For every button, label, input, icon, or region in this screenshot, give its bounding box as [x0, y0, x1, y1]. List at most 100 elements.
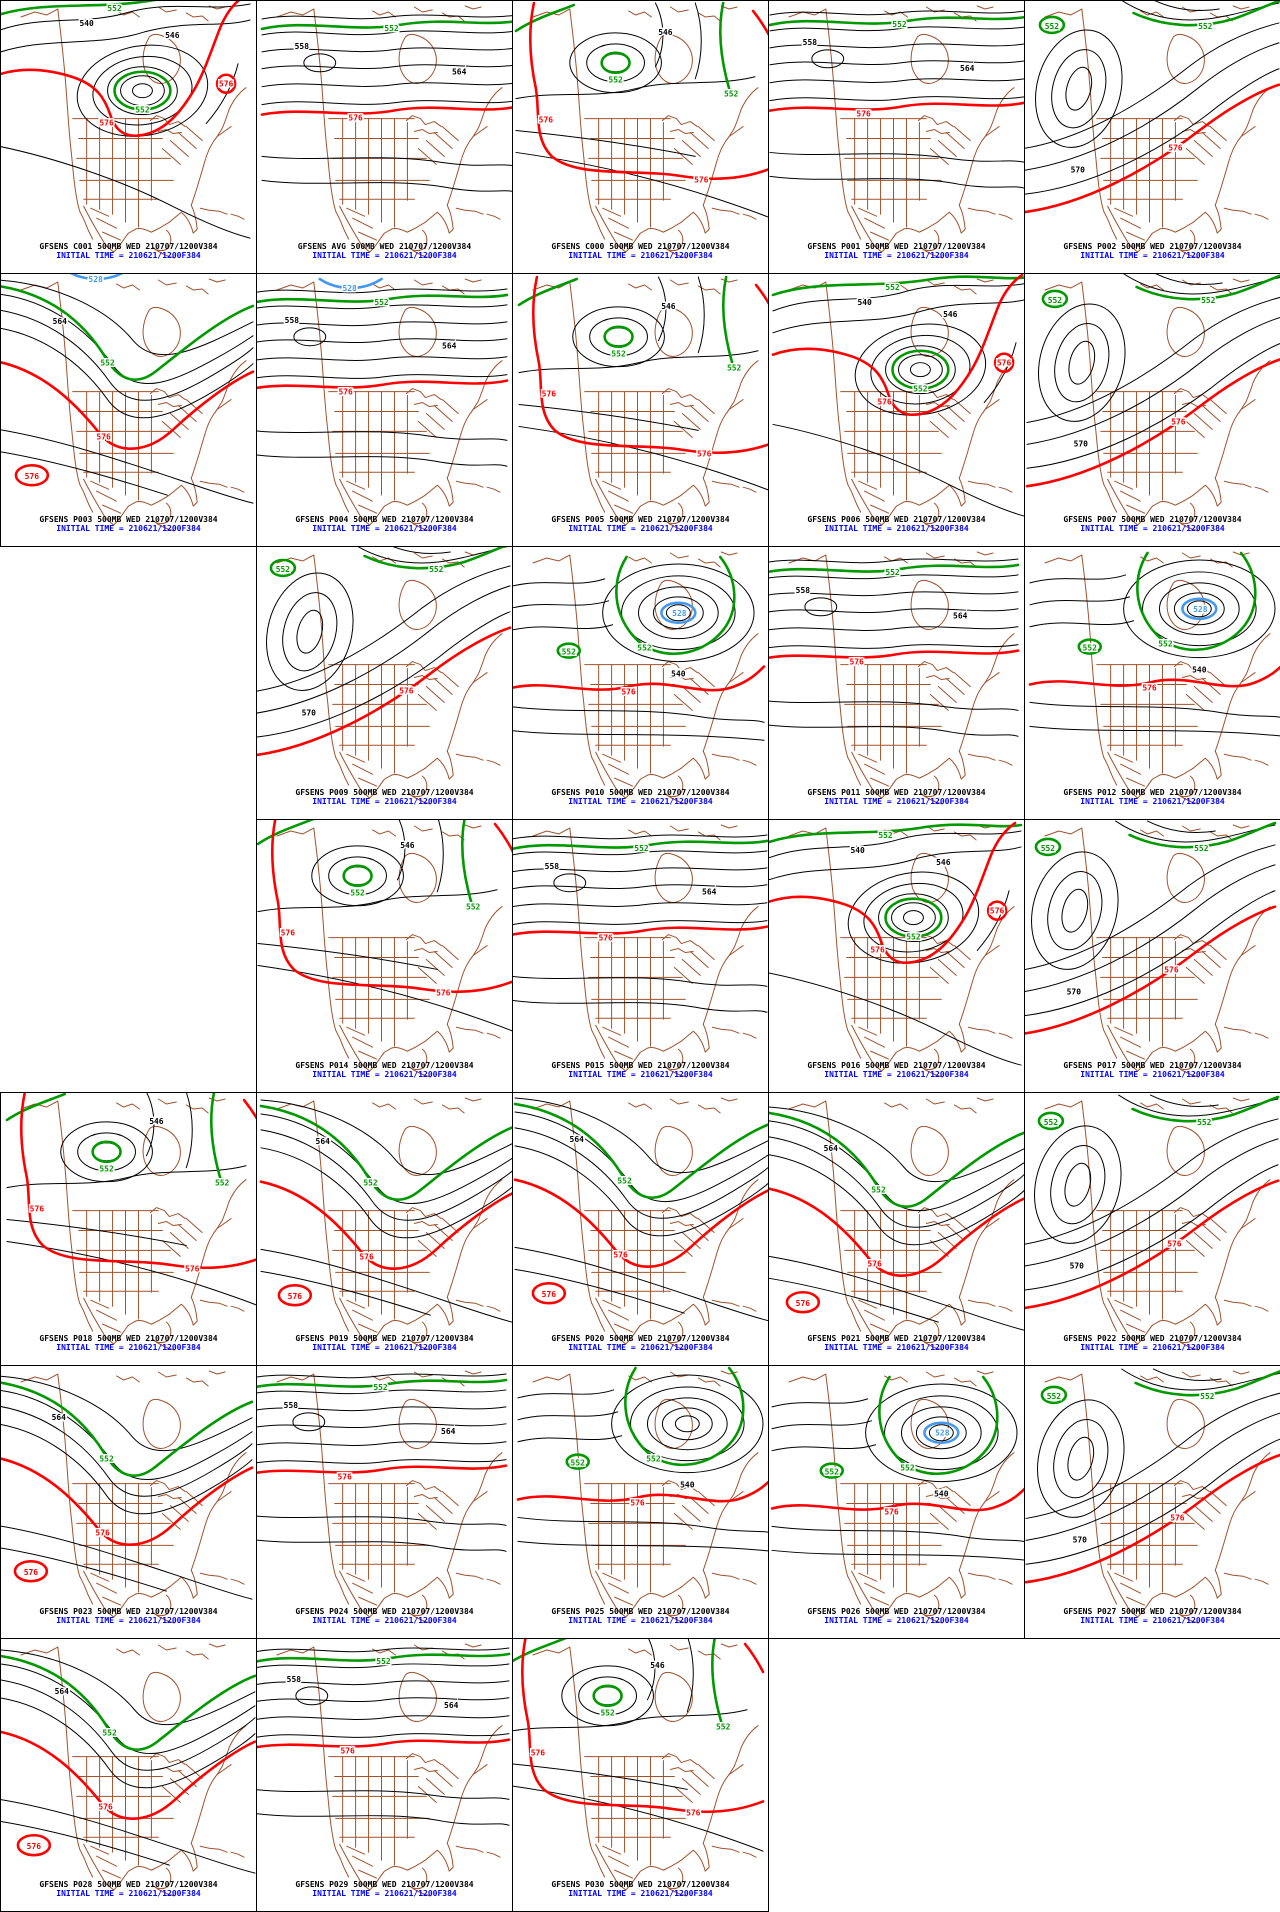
- panel-initial-time: INITIAL TIME = 210621/1200F384: [56, 1889, 201, 1898]
- panel-title: GFSENS P015 500MB WED 210707/1200V384: [551, 1061, 730, 1070]
- map-p023: 552 576 576 564: [1, 1370, 254, 1624]
- svg-text:552: 552: [1044, 1118, 1059, 1127]
- svg-text:564: 564: [452, 68, 467, 77]
- map-p025: 552 552 576 540: [516, 1366, 768, 1624]
- svg-text:576: 576: [539, 116, 554, 125]
- panel-c001: 552 552 576 576 540 546 GFSENS C001 500M…: [0, 0, 257, 274]
- panel-title: GFSENS P004 500MB WED 210707/1200V384: [295, 515, 474, 524]
- svg-text:576: 576: [877, 398, 892, 407]
- map-p004: 552 576 558 564 528: [257, 277, 509, 532]
- svg-text:564: 564: [53, 317, 68, 326]
- svg-text:540: 540: [1192, 666, 1207, 675]
- map-p024: 552 576 558 564: [257, 1370, 508, 1624]
- svg-text:570: 570: [1067, 987, 1082, 996]
- panel-initial-time: INITIAL TIME = 210621/1200F384: [568, 1343, 713, 1352]
- panel-p015: 552 576 558 564 GFSENS P015 500MB WED 21…: [512, 819, 769, 1093]
- svg-text:552: 552: [724, 90, 739, 99]
- svg-text:528: 528: [935, 1429, 950, 1438]
- svg-text:576: 576: [796, 1299, 811, 1308]
- svg-text:576: 576: [24, 1568, 39, 1577]
- svg-text:528: 528: [1193, 605, 1208, 614]
- svg-text:576: 576: [1168, 143, 1183, 152]
- panel-p004: 552 576 558 564 528 GFSENS P004 500MB WE…: [256, 273, 513, 547]
- svg-text:576: 576: [1170, 1513, 1185, 1522]
- panel-title: GFSENS P012 500MB WED 210707/1200V384: [1063, 788, 1242, 797]
- panel-p006: 552 552 576 576 540 546 GFSENS P006 500M…: [768, 273, 1025, 547]
- map-p027: 552 552 576 570: [1025, 1368, 1280, 1624]
- svg-text:576: 576: [990, 907, 1005, 916]
- map-p009: 552 552 576 570: [257, 547, 512, 805]
- map-p026: 552 552 576 540 528: [770, 1370, 1024, 1624]
- svg-text:552: 552: [1045, 22, 1060, 31]
- svg-text:576: 576: [697, 449, 712, 458]
- svg-text:552: 552: [892, 20, 907, 29]
- svg-text:552: 552: [871, 1186, 886, 1195]
- svg-text:576: 576: [288, 1292, 303, 1301]
- svg-text:552: 552: [466, 903, 481, 912]
- svg-text:540: 540: [671, 670, 686, 679]
- svg-text:576: 576: [542, 390, 557, 399]
- svg-text:576: 576: [997, 359, 1012, 368]
- panel-p001: 552 576 558 564 GFSENS P001 500MB WED 21…: [768, 0, 1025, 274]
- map-p014: 552 552 576 576 546: [257, 820, 512, 1078]
- svg-text:552: 552: [825, 1468, 840, 1477]
- panel-title: GFSENS P005 500MB WED 210707/1200V384: [551, 515, 730, 524]
- panel-p029: 552 576 558 564 GFSENS P029 500MB WED 21…: [256, 1638, 513, 1912]
- panel-title: GFSENS P029 500MB WED 210707/1200V384: [295, 1880, 474, 1889]
- svg-text:564: 564: [52, 1413, 67, 1422]
- panel-p020: 552 576 576 564 GFSENS P020 500MB WED 21…: [512, 1092, 769, 1366]
- svg-text:552: 552: [107, 4, 122, 13]
- svg-text:546: 546: [149, 1117, 164, 1126]
- svg-text:546: 546: [936, 858, 951, 867]
- panel-title: GFSENS P023 500MB WED 210707/1200V384: [39, 1607, 218, 1616]
- map-p016: 552 552 576 576 540 546: [769, 821, 1023, 1078]
- panel-p011: 552 576 558 564 GFSENS P011 500MB WED 21…: [768, 546, 1025, 820]
- svg-text:552: 552: [1198, 22, 1213, 31]
- map-p006: 552 552 576 576 540 546: [771, 274, 1024, 532]
- map-p001: 552 576 558 564: [769, 5, 1024, 259]
- svg-text:570: 570: [1074, 439, 1089, 448]
- panel-p014: 552 552 576 576 546 GFSENS P014 500MB WE…: [256, 819, 513, 1093]
- panel-title: GFSENS P011 500MB WED 210707/1200V384: [807, 788, 986, 797]
- svg-text:576: 576: [867, 1259, 882, 1268]
- map-p003: 552 576 576 564 528: [1, 274, 255, 532]
- map-p012: 552 552 576 540 528: [1028, 551, 1280, 805]
- map-p007: 552 552 576 570: [1025, 274, 1280, 532]
- svg-text:552: 552: [562, 648, 577, 657]
- svg-text:558: 558: [295, 42, 310, 51]
- map-avg: 552 576 558 564: [260, 5, 512, 259]
- svg-text:576: 576: [884, 1507, 899, 1516]
- map-c001: 552 552 576 576 540 546: [1, 1, 251, 259]
- panel-title: GFSENS P024 500MB WED 210707/1200V384: [295, 1607, 474, 1616]
- panel-title: GFSENS P006 500MB WED 210707/1200V384: [807, 515, 986, 524]
- svg-text:552: 552: [885, 283, 900, 292]
- panel-title: GFSENS P014 500MB WED 210707/1200V384: [295, 1061, 474, 1070]
- svg-text:558: 558: [287, 1675, 302, 1684]
- svg-text:576: 576: [1164, 965, 1179, 974]
- panel-title: GFSENS P027 500MB WED 210707/1200V384: [1063, 1607, 1242, 1616]
- panel-p025: 552 552 576 540 GFSENS P025 500MB WED 21…: [512, 1365, 769, 1639]
- svg-text:540: 540: [680, 1481, 695, 1490]
- svg-text:576: 576: [1171, 417, 1186, 426]
- panel-initial-time: INITIAL TIME = 210621/1200F384: [56, 1616, 201, 1625]
- svg-text:576: 576: [436, 988, 451, 997]
- panel-title: GFSENS P001 500MB WED 210707/1200V384: [807, 242, 986, 251]
- svg-text:552: 552: [727, 364, 742, 373]
- svg-text:552: 552: [716, 1723, 731, 1732]
- svg-text:552: 552: [384, 24, 399, 33]
- svg-text:552: 552: [1158, 640, 1173, 649]
- panel-initial-time: INITIAL TIME = 210621/1200F384: [568, 251, 713, 260]
- svg-text:552: 552: [637, 644, 652, 653]
- svg-text:540: 540: [79, 19, 94, 28]
- svg-text:564: 564: [55, 1687, 70, 1696]
- svg-text:564: 564: [570, 1135, 585, 1144]
- panel-initial-time: INITIAL TIME = 210621/1200F384: [1080, 1616, 1225, 1625]
- svg-text:564: 564: [702, 888, 717, 897]
- svg-text:546: 546: [650, 1661, 665, 1670]
- map-p011: 552 576 558 564: [769, 551, 1020, 805]
- panel-initial-time: INITIAL TIME = 210621/1200F384: [824, 797, 969, 806]
- svg-text:528: 528: [342, 284, 357, 293]
- panel-title: GFSENS P018 500MB WED 210707/1200V384: [39, 1334, 218, 1343]
- panel-initial-time: INITIAL TIME = 210621/1200F384: [312, 1889, 457, 1898]
